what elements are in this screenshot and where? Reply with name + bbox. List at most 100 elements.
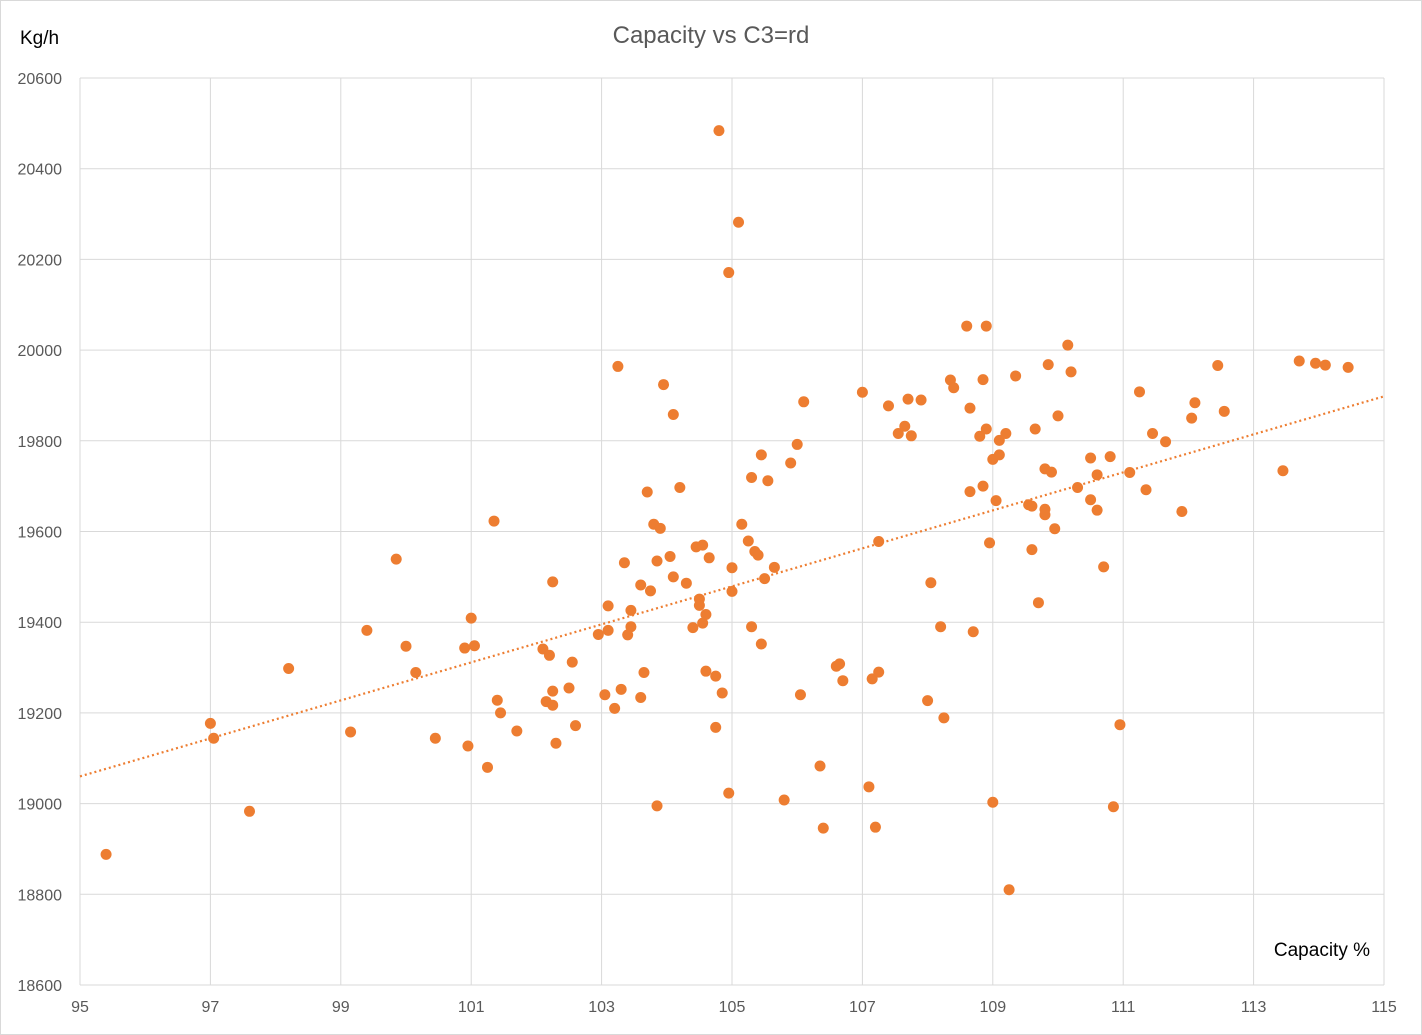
data-point [1026,544,1038,556]
data-point [1045,466,1057,478]
data-point [283,662,295,674]
data-point [1147,428,1159,440]
trendline-group [79,395,1385,778]
data-point [1124,467,1136,479]
data-point [482,761,493,773]
data-point [638,667,650,679]
data-point [566,656,578,668]
data-point [742,535,754,547]
data-point [1039,509,1051,521]
y-axis-label: Kg/h [20,28,60,49]
data-point [651,800,663,812]
data-point [1186,412,1198,424]
data-point [208,732,220,744]
data-point [602,624,614,636]
data-point [993,449,1005,461]
trendline [79,395,1385,778]
data-point [693,599,705,611]
data-point [922,695,934,707]
data-point [902,393,914,405]
data-point [762,475,774,487]
y-tick-label: 20600 [18,71,63,88]
data-point [563,682,575,694]
data-point [1293,355,1305,367]
data-point [899,420,911,432]
data-point [1026,500,1038,512]
data-point [599,689,611,701]
data-point [635,579,647,591]
data-point [488,515,500,527]
data-point [697,617,709,629]
data-point [785,457,797,469]
data-point [752,549,764,561]
data-point [602,600,614,612]
data-point [618,557,630,569]
data-point [974,430,986,442]
data-point [664,550,676,562]
data-point [1189,397,1201,409]
y-tick-label: 19600 [18,525,63,542]
data-point [1000,428,1012,440]
data-point [609,702,621,714]
data-point [645,585,656,597]
data-point [674,482,686,494]
x-tick-label: 115 [1371,999,1397,1016]
data-point [977,480,989,492]
data-point [491,694,503,706]
data-point [1114,719,1126,731]
data-point [550,737,562,749]
data-point [244,805,256,817]
data-point [768,561,780,573]
data-point [700,608,712,620]
data-point [723,267,735,279]
x-axis-label: Capacity % [1273,940,1370,961]
x-tick-label: 101 [458,999,485,1016]
data-point [798,396,810,408]
data-point [814,760,826,772]
data-point [400,640,412,652]
x-tick-label: 105 [719,999,746,1016]
data-point [547,699,559,711]
data-point [726,562,738,574]
data-point [1310,357,1322,369]
data-point [651,555,663,567]
data-point [1052,410,1064,422]
data-point [925,577,937,589]
data-point [1062,339,1074,351]
data-point [1319,359,1331,371]
data-point [948,382,960,394]
x-tick-label: 103 [588,999,615,1016]
data-point [817,822,829,834]
data-point [625,621,637,633]
data-point [100,848,112,860]
data-point [1091,469,1103,481]
data-point [612,360,624,372]
y-tick-label: 20000 [18,343,63,360]
data-point [570,720,582,732]
data-point [1342,361,1354,373]
data-point [938,712,950,724]
data-point [905,430,917,442]
data-point [794,689,806,701]
y-tick-label: 20400 [18,162,63,179]
data-point [667,571,679,583]
data-point [723,787,735,799]
data-point [1032,597,1044,609]
data-point [990,495,1002,507]
data-point [1042,359,1054,371]
data-point [710,670,722,682]
data-point [746,472,758,484]
data-point [465,612,477,624]
x-tick-label: 107 [849,999,876,1016]
data-point [980,320,992,332]
data-point [892,428,904,440]
data-point [1176,506,1188,518]
y-tick-label: 19200 [18,706,63,723]
y-tick-label: 20200 [18,252,63,269]
data-point [1212,360,1224,372]
data-point [837,675,849,687]
data-point [1140,484,1152,496]
data-point [361,624,373,636]
data-point [1091,504,1103,516]
